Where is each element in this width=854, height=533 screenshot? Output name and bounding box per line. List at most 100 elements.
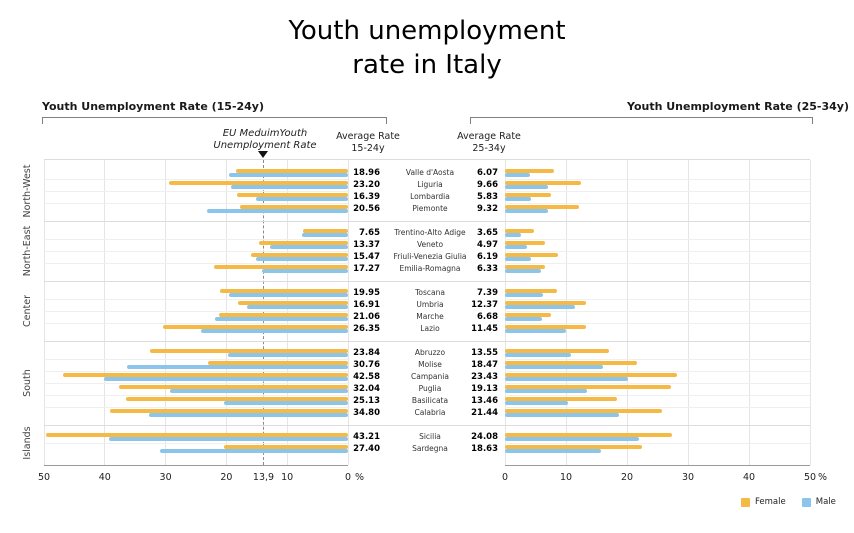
row-separator xyxy=(505,263,810,264)
axis-unit-label: % xyxy=(355,472,365,483)
bar-male-25-34 xyxy=(505,365,603,369)
gridline xyxy=(687,160,689,465)
gridline xyxy=(43,160,45,465)
bar-female-25-34 xyxy=(505,361,637,365)
bar-female-15-24 xyxy=(150,349,348,353)
bar-male-25-34 xyxy=(505,209,548,213)
chart-title: Youth unemployment rate in Italy xyxy=(0,14,854,82)
axis-tick-label: 40 xyxy=(98,472,111,483)
bar-female-25-34 xyxy=(505,229,535,233)
axis-tick-label: 10 xyxy=(281,472,294,483)
row-separator xyxy=(44,179,348,180)
gridline xyxy=(286,160,288,465)
bar-male-25-34 xyxy=(505,401,568,405)
bar-male-25-34 xyxy=(505,329,566,333)
avg-value-15-24: 30.76 xyxy=(353,360,380,370)
row-separator xyxy=(505,203,810,204)
avg-value-25-34: 19.13 xyxy=(471,384,498,394)
bar-male-15-24 xyxy=(228,173,348,177)
group-separator xyxy=(44,281,810,282)
axis-tick-label: 30 xyxy=(159,472,172,483)
bar-male-15-24 xyxy=(301,233,348,237)
bar-female-15-24 xyxy=(126,397,348,401)
bar-female-15-24 xyxy=(236,193,348,197)
row-separator xyxy=(44,239,348,240)
row-separator xyxy=(505,395,810,396)
bar-female-15-24 xyxy=(235,169,348,173)
bar-male-15-24 xyxy=(223,401,348,405)
bar-male-15-24 xyxy=(227,353,348,357)
row-separator xyxy=(44,203,348,204)
row-separator xyxy=(505,371,810,372)
axis-tick-label: 50 xyxy=(37,472,51,483)
avg-value-15-24: 26.35 xyxy=(353,324,380,334)
region-name: Sicilia xyxy=(419,432,441,441)
row-separator xyxy=(505,179,810,180)
bar-female-25-34 xyxy=(505,193,551,197)
avg-value-25-34: 3.65 xyxy=(477,228,498,238)
region-name: Basilicata xyxy=(411,396,449,405)
bar-male-15-24 xyxy=(230,185,348,189)
bar-male-25-34 xyxy=(505,317,543,321)
gridline xyxy=(626,160,628,465)
avg-header-15-24-line2: 15-24y xyxy=(351,142,385,154)
legend-female-swatch xyxy=(741,497,750,507)
bar-male-15-24 xyxy=(228,293,348,297)
bar-male-15-24 xyxy=(159,449,348,453)
bar-male-25-34 xyxy=(505,245,527,249)
bar-female-25-34 xyxy=(505,205,579,209)
avg-value-25-34: 6.33 xyxy=(477,264,498,274)
left-bracket xyxy=(42,117,387,124)
bar-female-25-34 xyxy=(505,373,678,377)
right-bracket xyxy=(470,117,813,124)
gridline xyxy=(347,160,349,465)
avg-value-15-24: 16.39 xyxy=(353,192,380,202)
avg-value-15-24: 32.04 xyxy=(353,384,380,394)
row-separator xyxy=(505,191,810,192)
avg-value-25-34: 11.45 xyxy=(471,324,498,334)
bar-female-25-34 xyxy=(505,181,582,185)
region-name: Lombardia xyxy=(410,192,450,201)
gridline xyxy=(104,160,106,465)
axis-tick-label: 40 xyxy=(742,472,756,483)
row-separator xyxy=(44,311,348,312)
bar-female-25-34 xyxy=(505,265,546,269)
row-separator xyxy=(44,323,348,324)
bar-female-15-24 xyxy=(163,325,348,329)
bar-female-15-24 xyxy=(46,433,348,437)
gridline xyxy=(225,160,227,465)
chart-title-line1: Youth unemployment xyxy=(288,16,566,46)
gridline xyxy=(748,160,750,465)
bar-female-25-34 xyxy=(505,313,551,317)
bar-male-25-34 xyxy=(505,449,601,453)
avg-header-25-34: Average Rate 25-34y xyxy=(441,131,537,154)
triangle-down-icon xyxy=(258,151,268,158)
avg-value-25-34: 24.08 xyxy=(471,432,498,442)
avg-value-15-24: 23.84 xyxy=(353,348,380,358)
bar-female-15-24 xyxy=(62,373,348,377)
region-name: Calabria xyxy=(414,408,446,417)
bar-female-15-24 xyxy=(223,445,348,449)
eu-medium-rate-line xyxy=(262,160,264,465)
bar-male-25-34 xyxy=(505,377,629,381)
bar-female-15-24 xyxy=(250,253,348,257)
axis-tick-label: 13,9 xyxy=(252,472,275,483)
row-separator xyxy=(44,443,348,444)
gridline xyxy=(565,160,567,465)
bar-male-15-24 xyxy=(109,437,348,441)
region-name: Campania xyxy=(411,372,449,381)
avg-value-15-24: 18.96 xyxy=(353,168,380,178)
region-name: Abruzzo xyxy=(414,348,446,357)
region-name: Liguria xyxy=(417,180,443,189)
bar-female-15-24 xyxy=(237,301,348,305)
x-axis-line-right xyxy=(505,465,810,466)
avg-value-25-34: 12.37 xyxy=(471,300,498,310)
row-separator xyxy=(44,407,348,408)
bar-female-15-24 xyxy=(219,313,348,317)
left-chart-header: Youth Unemployment Rate (15-24y) xyxy=(42,100,265,113)
row-separator xyxy=(505,299,810,300)
avg-value-25-34: 9.32 xyxy=(477,204,498,214)
region-name: Toscana xyxy=(415,288,445,297)
region-name: Puglia xyxy=(418,384,442,393)
